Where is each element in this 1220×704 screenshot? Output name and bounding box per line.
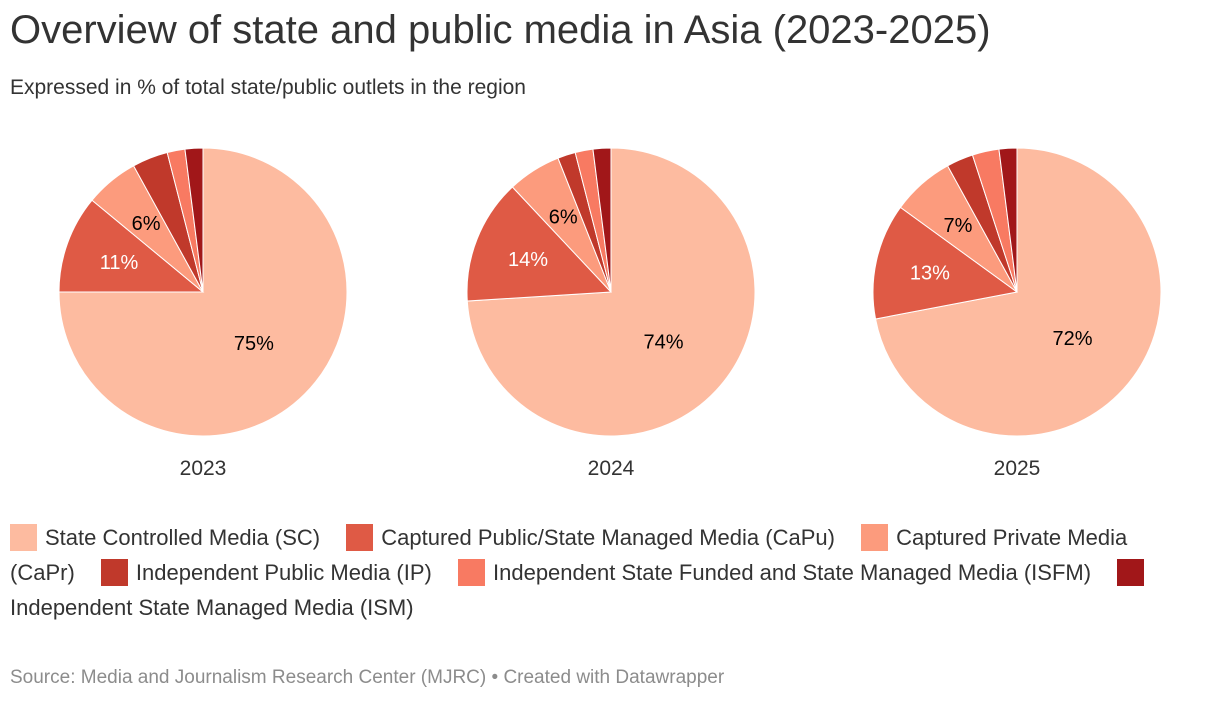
pie-slice-2023-0: [58, 147, 348, 437]
legend-item: Captured Private Media (CaPr): [10, 524, 1128, 585]
data-label-2024-2: 6%: [549, 207, 578, 229]
legend-swatch: [346, 524, 374, 551]
data-label-2024-0: 74%: [643, 331, 683, 353]
chart-title: Overview of state and public media in As…: [10, 8, 991, 52]
chart-source: Source: Media and Journalism Research Ce…: [10, 667, 725, 688]
data-label-2024-1: 14%: [508, 249, 548, 271]
pie-year-label: 2025: [994, 457, 1041, 480]
legend-swatch: [458, 559, 485, 586]
data-label-2025-1: 13%: [910, 263, 950, 285]
chart-legend: State Controlled Media (SC) Captured Pub…: [10, 520, 1215, 625]
pie-slice-2025-5: [998, 147, 1018, 293]
pie-year-label: 2023: [180, 457, 227, 480]
pie-slice-2024-1: [466, 186, 613, 302]
pie-2023: 75% 11% 6% 2023: [58, 147, 348, 480]
pie-charts-area: 75% 11% 6% 2023 74% 14% 6% 2024 72% 13% 7% 2025: [0, 140, 1220, 490]
legend-item: State Controlled Media (SC): [10, 524, 321, 551]
pie-year-label: 2024: [588, 457, 635, 480]
legend-label: Independent State Managed Media (ISM): [10, 595, 414, 620]
pie-slice-2023-1: [58, 199, 205, 293]
legend-swatch: [861, 524, 889, 551]
pie-slice-2024-5: [592, 147, 612, 293]
legend-label: State Controlled Media (SC): [45, 525, 321, 550]
legend-item: Independent State Managed Media (ISM): [10, 559, 1152, 620]
pie-2024: 74% 14%6% 2024: [466, 147, 756, 480]
legend-label: Independent State Funded and State Manag…: [493, 560, 1092, 585]
data-label-2023-1: 11%: [100, 252, 139, 274]
legend-swatch: [100, 559, 128, 586]
legend-item: Captured Public/State Managed Media (CaP…: [346, 524, 835, 551]
pie-slice-2025-1: [872, 206, 1019, 320]
pie-slice-2025-0: [874, 147, 1162, 437]
legend-label: Captured Private Media (CaPr): [10, 525, 1128, 585]
legend-label: Captured Public/State Managed Media (CaP…: [381, 525, 835, 550]
data-label-2025-0: 72%: [1052, 328, 1092, 350]
chart-subtitle: Expressed in % of total state/public out…: [10, 76, 526, 99]
legend-item: Independent State Funded and State Manag…: [458, 559, 1092, 586]
legend-item: Independent Public Media (IP): [100, 559, 432, 586]
pie-2025: 72% 13% 7% 2025: [872, 147, 1162, 480]
data-label-2023-0: 75%: [234, 333, 274, 355]
data-label-2023-2: 6%: [132, 213, 161, 235]
legend-swatch: [1117, 559, 1145, 586]
data-label-2025-2: 7%: [944, 215, 973, 237]
pie-slice-2023-5: [184, 147, 204, 293]
legend-label: Independent Public Media (IP): [135, 560, 432, 585]
legend-swatch: [10, 524, 37, 551]
